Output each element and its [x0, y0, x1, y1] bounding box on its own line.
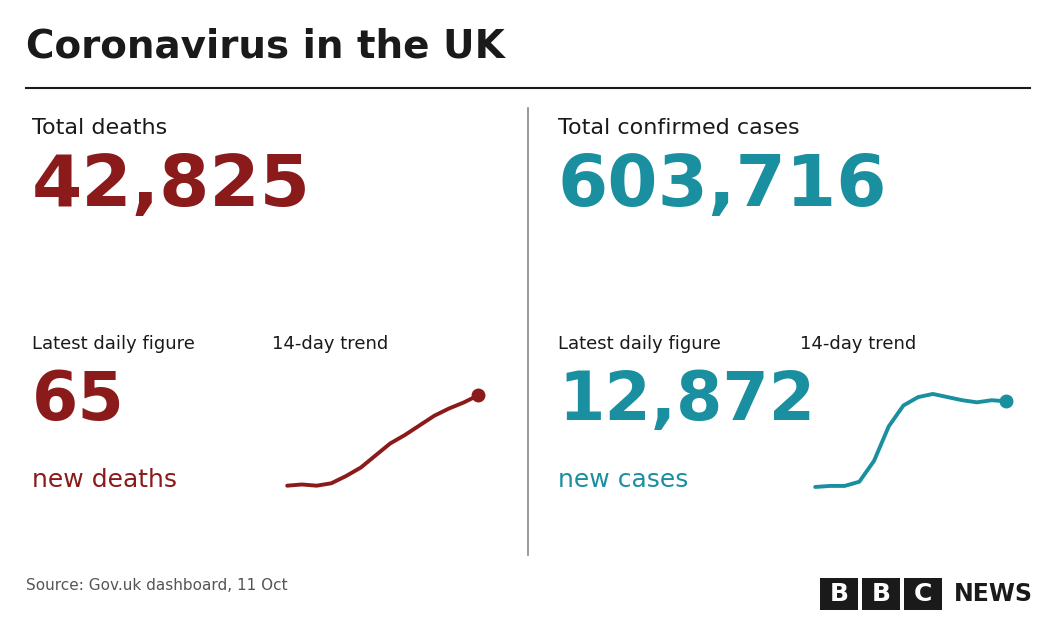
FancyBboxPatch shape: [862, 578, 900, 610]
FancyBboxPatch shape: [821, 578, 857, 610]
Text: new deaths: new deaths: [32, 468, 177, 492]
Text: 42,825: 42,825: [32, 152, 310, 221]
Text: Total deaths: Total deaths: [32, 118, 167, 138]
Text: B: B: [871, 582, 890, 606]
Text: B: B: [830, 582, 849, 606]
Text: Latest daily figure: Latest daily figure: [558, 335, 721, 353]
Text: 14-day trend: 14-day trend: [800, 335, 917, 353]
Text: 603,716: 603,716: [558, 152, 887, 221]
Text: C: C: [913, 582, 932, 606]
Text: Source: Gov.uk dashboard, 11 Oct: Source: Gov.uk dashboard, 11 Oct: [26, 578, 287, 593]
Text: Latest daily figure: Latest daily figure: [32, 335, 195, 353]
Text: new cases: new cases: [558, 468, 689, 492]
FancyBboxPatch shape: [904, 578, 942, 610]
Text: 14-day trend: 14-day trend: [272, 335, 389, 353]
Text: NEWS: NEWS: [954, 582, 1033, 606]
Text: Coronavirus in the UK: Coronavirus in the UK: [26, 28, 505, 66]
Text: Total confirmed cases: Total confirmed cases: [558, 118, 799, 138]
Text: 65: 65: [32, 368, 125, 434]
Text: 12,872: 12,872: [558, 368, 815, 434]
